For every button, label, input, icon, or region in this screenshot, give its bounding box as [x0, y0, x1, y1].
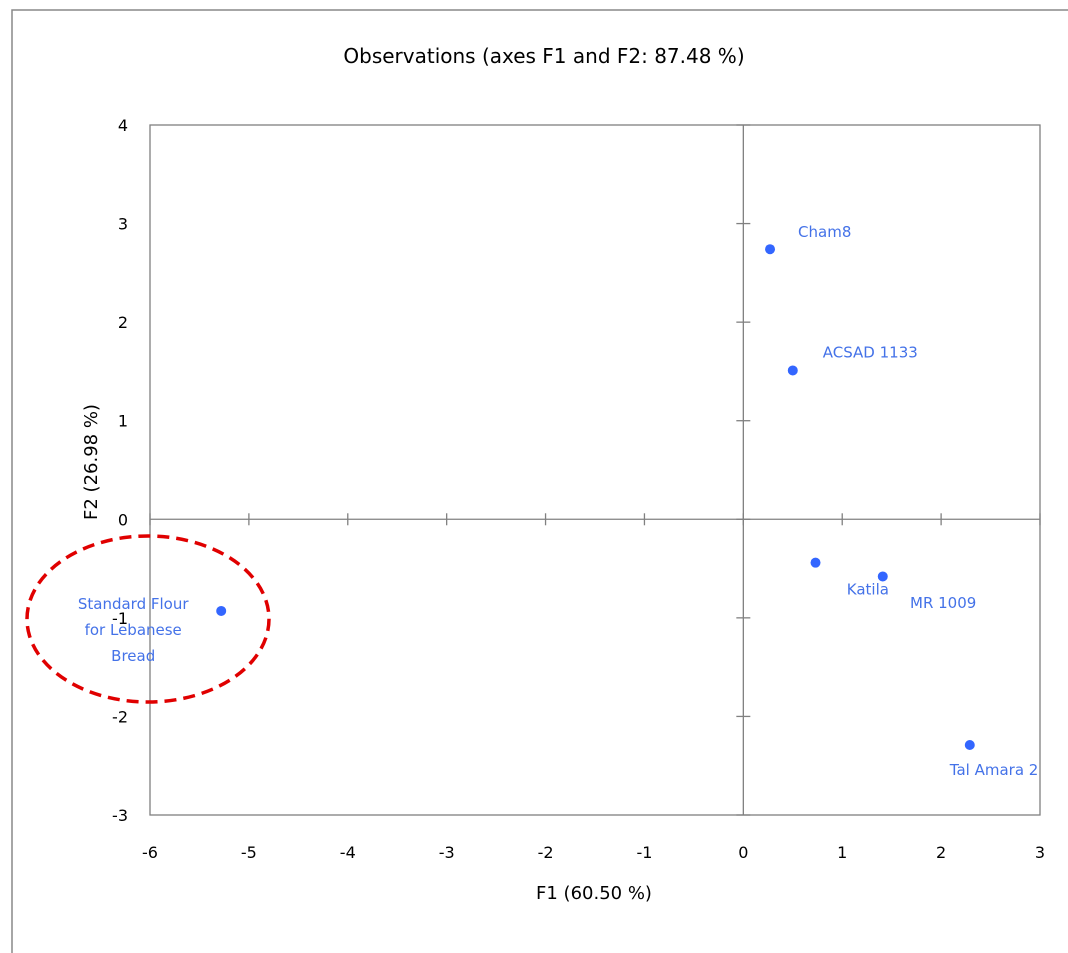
data-point: [765, 244, 776, 255]
y-tick-label: 2: [118, 313, 128, 332]
data-point: [877, 571, 888, 582]
x-tick-label: -4: [340, 843, 356, 862]
data-point: [810, 557, 821, 568]
x-tick-label: -2: [538, 843, 554, 862]
x-tick-label: -6: [142, 843, 158, 862]
point-label: Cham8: [798, 223, 851, 241]
y-tick-label: -3: [112, 806, 128, 825]
y-tick-label: 4: [118, 116, 128, 135]
x-tick-label: -5: [241, 843, 257, 862]
y-tick-label: 3: [118, 215, 128, 234]
x-tick-label: 1: [837, 843, 847, 862]
y-tick-label: -2: [112, 707, 128, 726]
points-layer: Cham8 ACSAD 1133 Standard Flour for Lebanes…: [78, 223, 1038, 779]
point-label: MR 1009: [910, 594, 976, 612]
point-label: Tal Amara 2: [949, 761, 1039, 779]
axes-layer: -6 -5 -4 -3 -2 -1 0 1 2 3 -3 -2 -1 0 1 2 3 4: [112, 116, 1045, 862]
point-label: ACSAD 1133: [823, 343, 918, 361]
chart-outer-frame: [11, 9, 1068, 953]
y-tick-label: -1: [112, 609, 128, 628]
x-axis-title: F1 (60.50 %): [536, 883, 652, 904]
point-label: Standard Flour for Lebanese Bread: [78, 595, 189, 665]
data-point: [787, 365, 798, 376]
chart-title: Observations (axes F1 and F2: 87.48 %): [343, 44, 744, 68]
x-tick-label: 0: [738, 843, 748, 862]
point-label: Katila: [847, 580, 889, 598]
y-axis-title: F2 (26.98 %): [81, 404, 102, 520]
highlight-ellipse: [25, 534, 271, 704]
x-tick-label: -1: [636, 843, 652, 862]
data-point: [964, 740, 975, 751]
x-tick-label: 2: [936, 843, 946, 862]
plot-area: [149, 124, 1041, 816]
data-point: [216, 605, 227, 616]
x-tick-label: -3: [439, 843, 455, 862]
y-tick-label: 1: [118, 412, 128, 431]
y-tick-label: 0: [118, 510, 128, 529]
x-tick-label: 3: [1035, 843, 1045, 862]
